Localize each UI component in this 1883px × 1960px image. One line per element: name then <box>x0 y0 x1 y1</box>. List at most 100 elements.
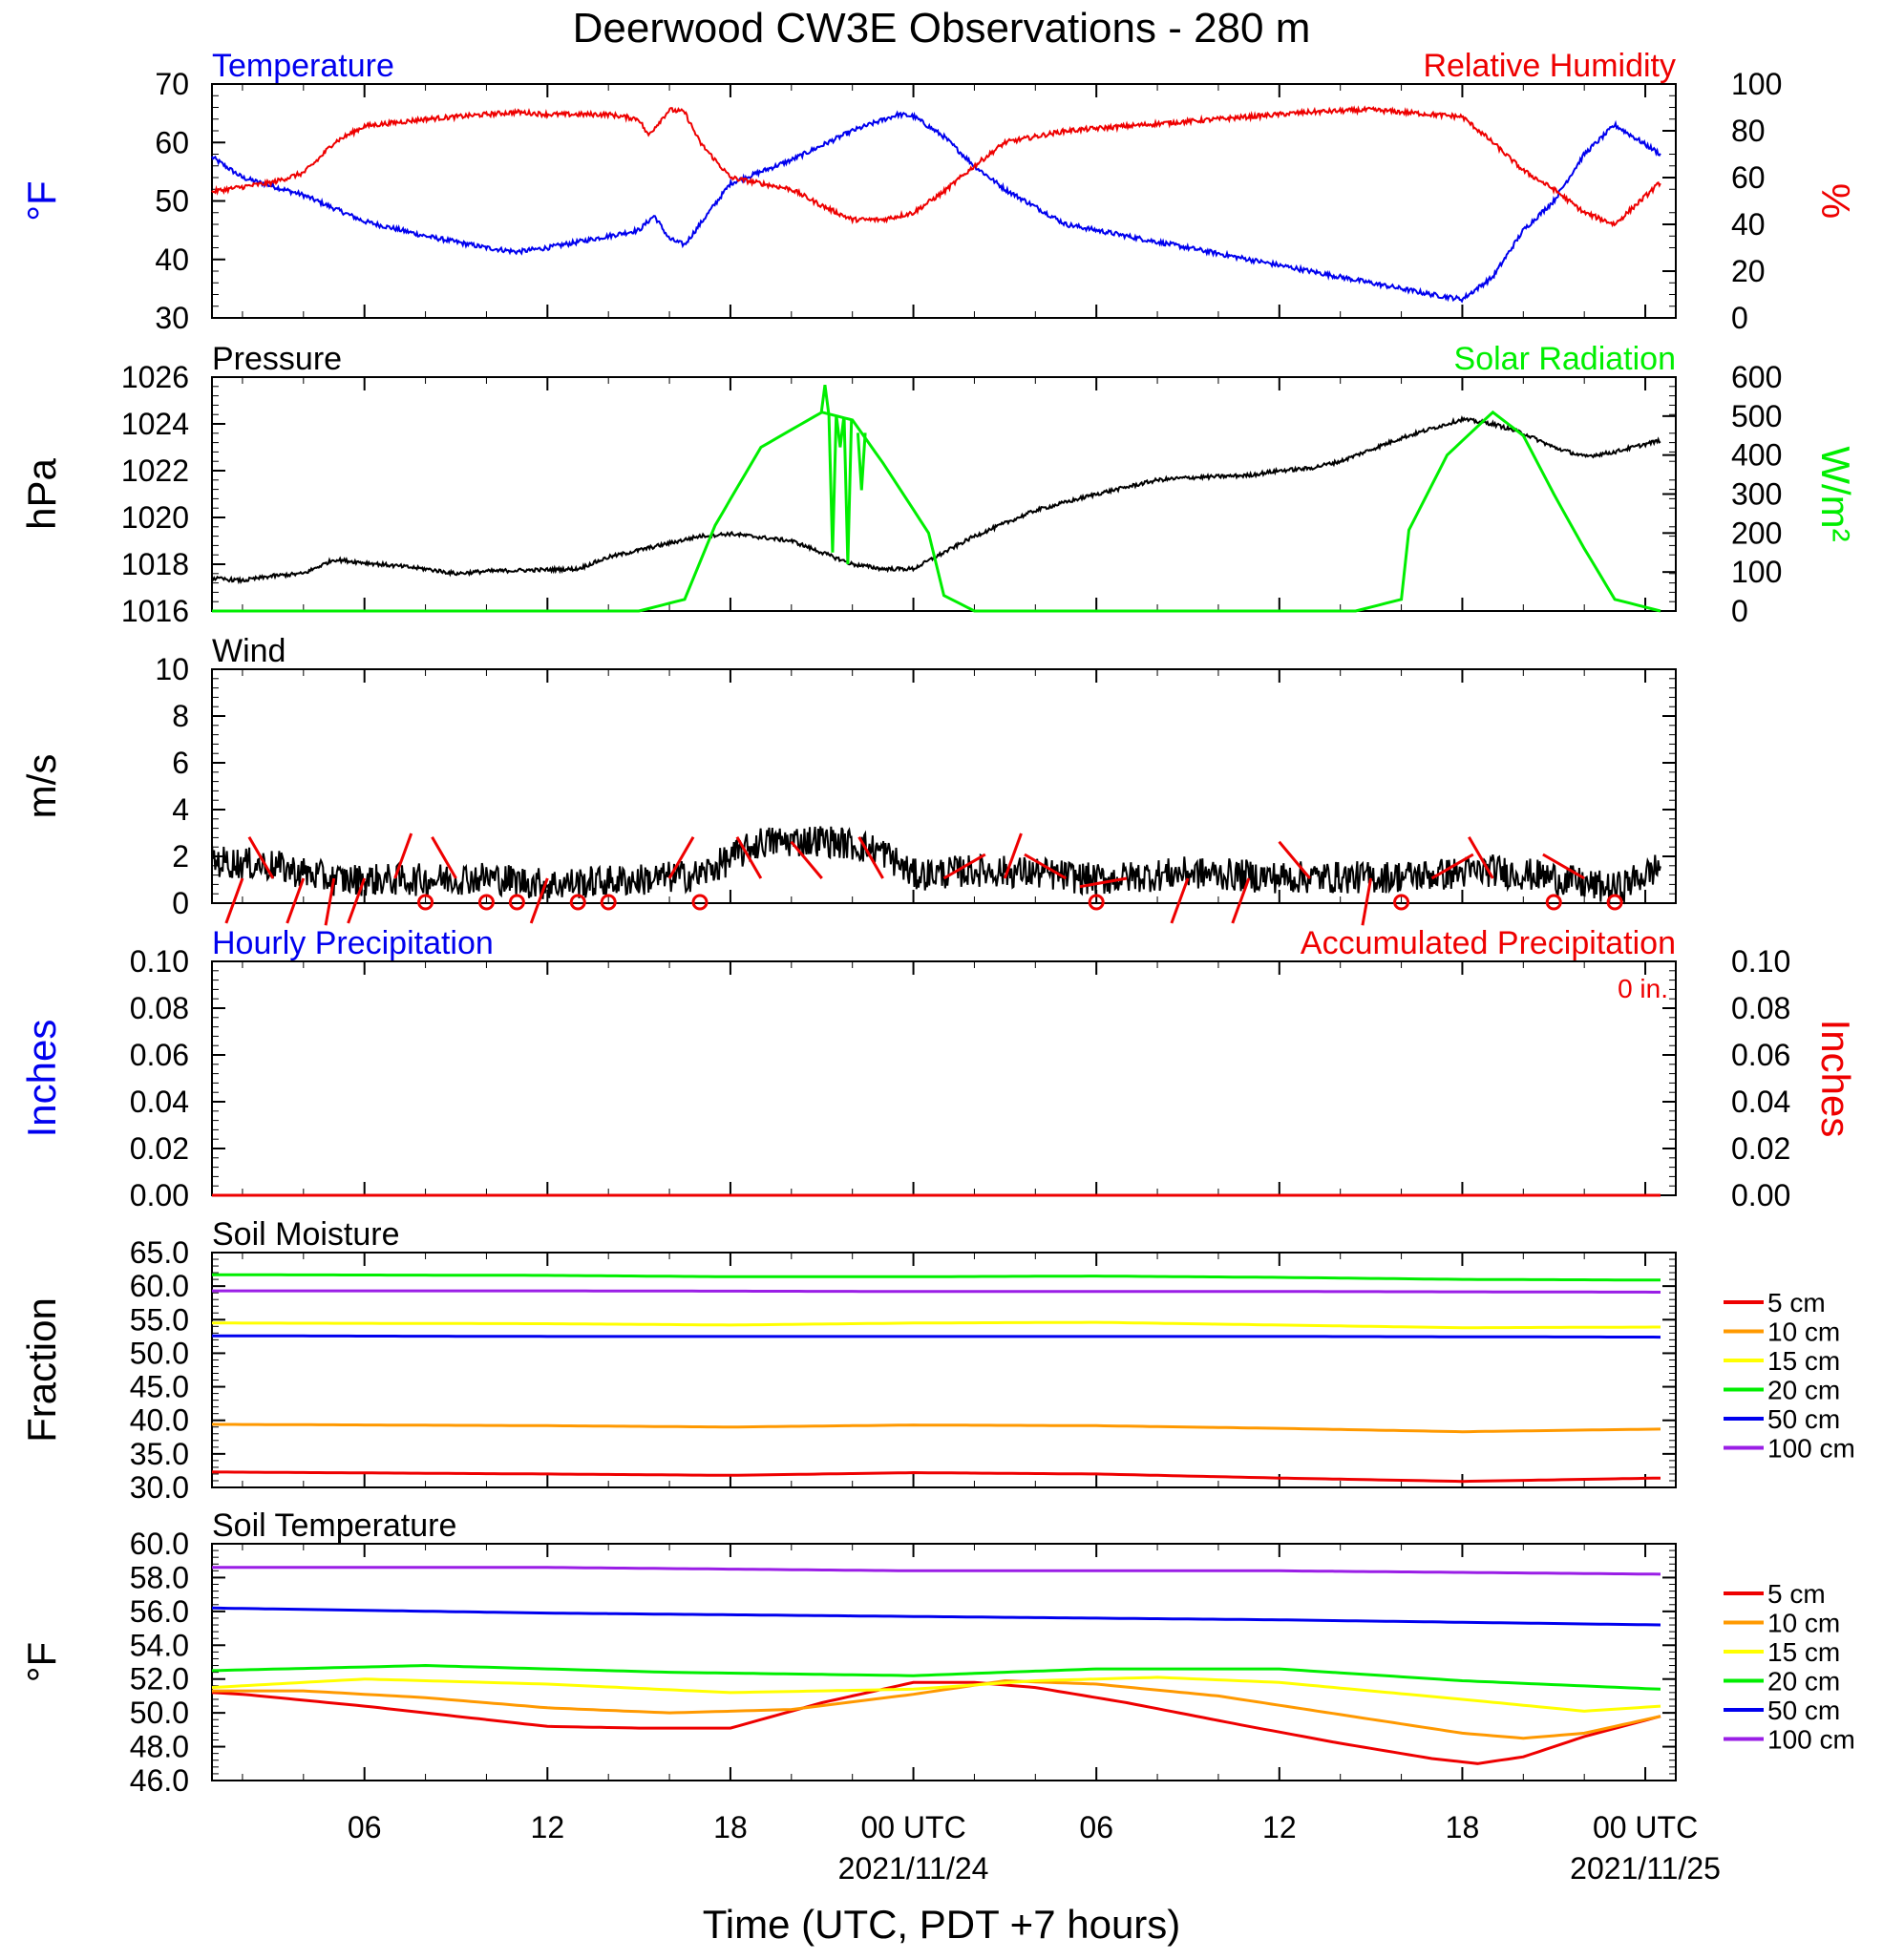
calm-wind-marker <box>508 894 525 911</box>
series-line-wind-0 <box>211 826 1661 905</box>
y-tick-label-left: 50.0 <box>130 1696 189 1730</box>
wind-barb <box>1468 835 1494 879</box>
y-tick-label-left: 56.0 <box>130 1594 189 1629</box>
legend-label: 20 cm <box>1767 1376 1840 1405</box>
legend-label: 100 cm <box>1767 1434 1855 1464</box>
y-tick-label-left: 46.0 <box>130 1763 189 1798</box>
legend-label: 20 cm <box>1767 1667 1840 1697</box>
series-line-pressure-solar-1 <box>212 410 1661 613</box>
y-tick-label-right: 100 <box>1731 555 1782 589</box>
calm-wind-marker <box>1393 894 1410 911</box>
y-tick-label-left: 1024 <box>121 407 189 441</box>
calm-wind-marker <box>477 894 495 911</box>
y-tick-label-left: 30 <box>155 301 189 335</box>
calm-wind-marker <box>1088 894 1105 911</box>
plot-frame <box>211 376 1677 612</box>
y-tick-label-left: 1016 <box>121 594 189 628</box>
y-tick-label-right: 80 <box>1731 114 1766 148</box>
series-line-pressure-solar-0 <box>211 414 1661 585</box>
solar-spike <box>856 432 867 491</box>
legend-label: 15 cm <box>1767 1346 1840 1376</box>
y-tick-label-left: 0.08 <box>130 991 189 1025</box>
series-line-20cm <box>212 1273 1661 1282</box>
series-line-5cm <box>211 1680 1661 1765</box>
x-tick-label: 12 <box>1262 1810 1297 1844</box>
panel-label-right: Solar Radiation <box>1454 341 1676 377</box>
wind-barb <box>1430 853 1474 880</box>
series-line-10cm <box>211 1423 1661 1434</box>
y-tick-label-left: 60.0 <box>130 1527 189 1561</box>
y-tick-label-right: 40 <box>1731 207 1766 242</box>
y-tick-label-left: 0.06 <box>130 1038 189 1072</box>
y-tick-label-left: 50.0 <box>130 1336 189 1370</box>
panel-label-left: Wind <box>212 633 286 669</box>
wind-barb <box>247 835 275 879</box>
series-line-50cm <box>211 1606 1661 1627</box>
y-tick-label-left: 0.10 <box>130 944 189 979</box>
y-tick-label-right: 500 <box>1731 399 1782 433</box>
y-tick-label-right: 600 <box>1731 360 1782 394</box>
y-tick-label-left: 1018 <box>121 547 189 581</box>
panel-label-right: Accumulated Precipitation <box>1301 925 1676 961</box>
y-tick-label-right: 0.02 <box>1731 1131 1790 1166</box>
y-tick-label-left: 30.0 <box>130 1470 189 1505</box>
legend-label: 10 cm <box>1767 1609 1840 1638</box>
panel-soil-temperature: 46.048.050.052.054.056.058.060.0 Soil Tem… <box>19 1507 1855 1798</box>
x-date-label: 2021/11/24 <box>838 1851 989 1886</box>
x-axis-label: Time (UTC, PDT +7 hours) <box>703 1902 1181 1947</box>
series-line-20cm <box>211 1663 1661 1691</box>
solar-spike <box>827 414 838 553</box>
panel-label-left: Soil Moisture <box>212 1216 400 1253</box>
y-tick-label-right: 0.06 <box>1731 1038 1790 1072</box>
wind-barb <box>1542 853 1585 880</box>
x-tick-label: 18 <box>713 1810 748 1844</box>
series-line-temp-rh-1 <box>211 105 1661 228</box>
y-tick-label-left: 52.0 <box>130 1662 189 1697</box>
y-axis-title-left: Inches <box>19 1020 64 1138</box>
series-line-100cm <box>212 1566 1661 1576</box>
legend-label: 5 cm <box>1767 1288 1826 1317</box>
x-tick-label: 18 <box>1446 1810 1480 1844</box>
y-axis-title-right: Inches <box>1813 1020 1858 1138</box>
wind-barb <box>857 835 884 879</box>
panel-label-right: Relative Humidity <box>1423 48 1676 84</box>
wind-barb <box>224 877 244 924</box>
y-tick-label-left: 0.04 <box>130 1085 189 1119</box>
wind-barb <box>1079 876 1128 889</box>
y-tick-label-left: 1020 <box>121 500 189 535</box>
panel-soil-moisture: 30.035.040.045.050.055.060.065.0 Soil Moi… <box>19 1216 1855 1505</box>
calm-wind-marker <box>600 894 617 911</box>
wind-barb <box>286 877 306 924</box>
y-tick-label-right: 300 <box>1731 477 1782 512</box>
y-tick-label-right: 200 <box>1731 516 1782 550</box>
wind-barb <box>942 853 986 880</box>
wind-barb <box>1231 877 1251 924</box>
series-line-5cm <box>211 1470 1661 1484</box>
panel-pressure-solar: 1016 1018 1020 1022 1024 1026 0 100 200 300 400 500… <box>19 341 1858 628</box>
y-axis-title-left: m/s <box>19 754 64 819</box>
y-tick-label-right: 0.00 <box>1731 1178 1790 1212</box>
panel-label-left: Hourly Precipitation <box>212 925 494 961</box>
series-line-100cm <box>212 1289 1661 1294</box>
y-axis-title-left: °F <box>19 1642 64 1682</box>
series-line-temp-rh-0 <box>211 110 1661 304</box>
wind-barb <box>667 835 695 879</box>
wind-barb <box>735 835 763 879</box>
panel-label-left: Temperature <box>212 48 394 84</box>
y-tick-label-right: 0.04 <box>1731 1085 1790 1119</box>
panel-precipitation: 0.00 0.02 0.04 0.06 0.08 0.10 0.00 0.02 0.04 0.06… <box>19 925 1858 1212</box>
y-tick-label-left: 70 <box>155 67 189 101</box>
wind-barb <box>1278 840 1311 879</box>
y-tick-label-left: 55.0 <box>130 1302 189 1337</box>
calm-wind-marker <box>417 894 434 911</box>
y-tick-label-left: 1026 <box>121 360 189 394</box>
y-tick-label-left: 1022 <box>121 453 189 488</box>
y-tick-label-right: 60 <box>1731 160 1766 195</box>
y-tick-label-left: 48.0 <box>130 1730 189 1764</box>
y-tick-label-right: 100 <box>1731 67 1782 101</box>
solar-spike <box>819 384 831 413</box>
y-tick-label-left: 54.0 <box>130 1628 189 1662</box>
y-tick-label-left: 50 <box>155 184 189 219</box>
wind-barb <box>324 877 336 926</box>
